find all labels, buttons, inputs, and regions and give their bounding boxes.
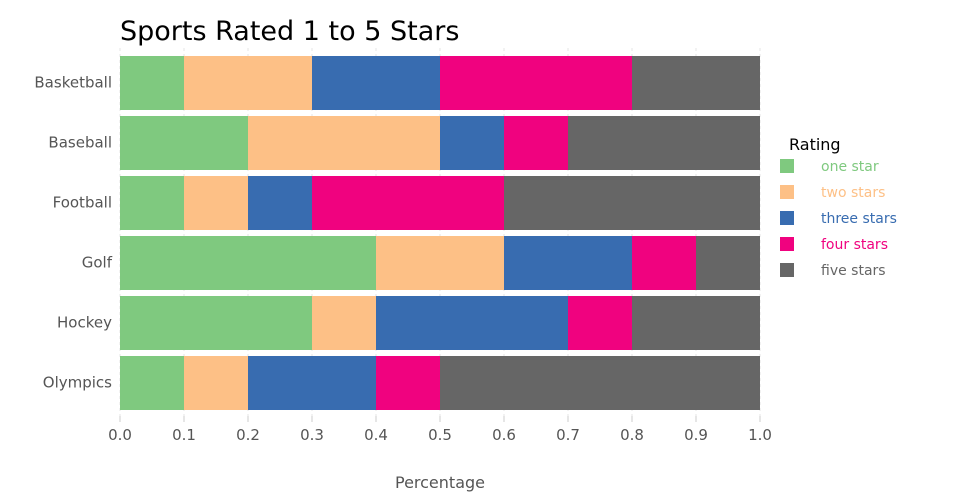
x-tick-label: 0.1	[172, 426, 196, 444]
legend-title: Rating	[789, 135, 841, 154]
category-label: Hockey	[57, 314, 112, 332]
category-label: Baseball	[48, 134, 112, 152]
bar-segment	[504, 176, 760, 230]
bar-segment	[440, 56, 632, 110]
category-label: Football	[53, 194, 112, 212]
x-tick-label: 0.0	[108, 426, 132, 444]
category-labels: Basketball Baseball Football Golf Hockey Olym…	[34, 74, 112, 392]
x-tick-label: 0.3	[300, 426, 324, 444]
legend-label: five stars	[821, 263, 886, 279]
bar-segment	[440, 356, 760, 410]
bar-segment	[504, 116, 568, 170]
bar-segment	[568, 296, 632, 350]
bar-segment	[248, 116, 440, 170]
bar-segment	[120, 116, 248, 170]
x-tick-label: 0.2	[236, 426, 260, 444]
legend: Rating one star two stars three stars four …	[780, 135, 897, 279]
legend-items: one star two stars three stars four stars fi…	[780, 159, 897, 279]
bar-segment	[184, 176, 248, 230]
bars	[120, 56, 760, 410]
x-tick-label: 0.4	[364, 426, 388, 444]
bar-segment	[184, 356, 248, 410]
legend-label: one star	[821, 159, 879, 175]
legend-swatch	[780, 237, 794, 251]
bar-segment	[632, 296, 760, 350]
x-tick-label: 0.7	[556, 426, 580, 444]
x-axis-title: Percentage	[395, 473, 485, 492]
x-tick-label: 0.8	[620, 426, 644, 444]
x-tick-label: 0.5	[428, 426, 452, 444]
bar-segment	[312, 296, 376, 350]
x-tick-label: 1.0	[748, 426, 772, 444]
chart-title: Sports Rated 1 to 5 Stars	[120, 16, 459, 47]
bar-segment	[504, 236, 632, 290]
category-label: Golf	[82, 254, 113, 272]
bar-segment	[376, 356, 440, 410]
bar-segment	[120, 356, 184, 410]
bar-segment	[376, 296, 568, 350]
bar-segment	[248, 176, 312, 230]
bar-segment	[632, 56, 760, 110]
legend-swatch	[780, 185, 794, 199]
category-label: Olympics	[43, 374, 112, 392]
bar-segment	[312, 176, 504, 230]
legend-label: two stars	[821, 185, 885, 201]
bar-segment	[440, 116, 504, 170]
bar-segment	[696, 236, 760, 290]
bar-segment	[120, 176, 184, 230]
bar-segment	[184, 56, 312, 110]
x-tick-label: 0.9	[684, 426, 708, 444]
legend-label: three stars	[821, 211, 897, 227]
bar-segment	[120, 56, 184, 110]
legend-swatch	[780, 159, 794, 173]
bar-segment	[120, 236, 376, 290]
legend-label: four stars	[821, 237, 888, 253]
category-label: Basketball	[34, 74, 112, 92]
legend-swatch	[780, 263, 794, 277]
bar-segment	[632, 236, 696, 290]
legend-swatch	[780, 211, 794, 225]
bar-segment	[568, 116, 760, 170]
bar-segment	[312, 56, 440, 110]
bar-segment	[376, 236, 504, 290]
bar-segment	[120, 296, 312, 350]
x-tick-label: 0.6	[492, 426, 516, 444]
x-axis-ticks: 0.0 0.1 0.2 0.3 0.4 0.5 0.6 0.7 0.8 0.9 1.0	[108, 416, 772, 444]
bar-segment	[248, 356, 376, 410]
